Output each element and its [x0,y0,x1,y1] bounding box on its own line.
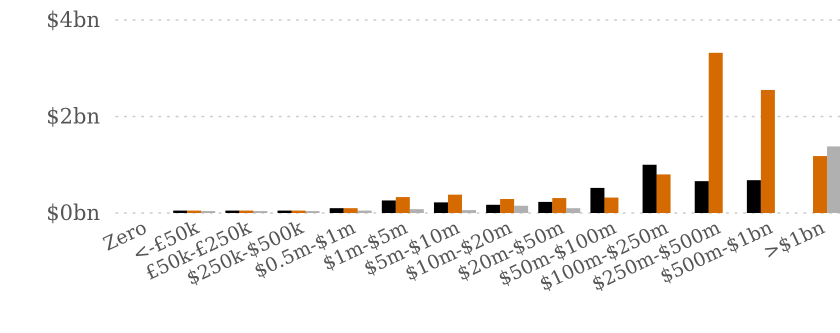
bar [357,210,372,213]
bar [708,52,723,214]
bar [566,208,581,213]
bar [277,210,292,213]
bar [447,194,462,213]
bar [746,180,761,213]
bar [642,164,657,213]
bar [201,211,216,213]
bar [381,200,396,213]
bar [253,211,268,213]
bar [590,187,605,213]
bar [760,89,775,213]
bar [813,156,828,213]
x-axis-ticks: Zero<-£50k£50k-£250k$250k-$500k$0.5m-$1m… [100,216,828,295]
bar [604,197,619,213]
bar [461,210,476,213]
bar [187,210,202,213]
bar [552,198,567,213]
y-tick-label: $4bn [46,8,100,32]
bar [514,205,529,213]
y-axis-ticks: $0bn $2bn $4bn [46,8,100,225]
bar [225,210,240,213]
bar [409,209,424,213]
bar [538,201,553,213]
bar [173,210,188,213]
bar [486,204,501,213]
bar [694,181,709,213]
bar [291,210,306,213]
bar [343,208,358,213]
bar [500,199,515,213]
bar [239,210,254,213]
bar [656,174,671,213]
bar [395,197,410,213]
bar [329,208,344,213]
bar [433,202,448,213]
gridlines [115,19,840,214]
bar [827,146,840,213]
bars [173,52,840,214]
y-tick-label: $0bn [46,201,100,225]
bar [305,211,320,213]
x-tick-label: >$1bn [760,217,828,264]
y-tick-label: $2bn [46,105,100,129]
